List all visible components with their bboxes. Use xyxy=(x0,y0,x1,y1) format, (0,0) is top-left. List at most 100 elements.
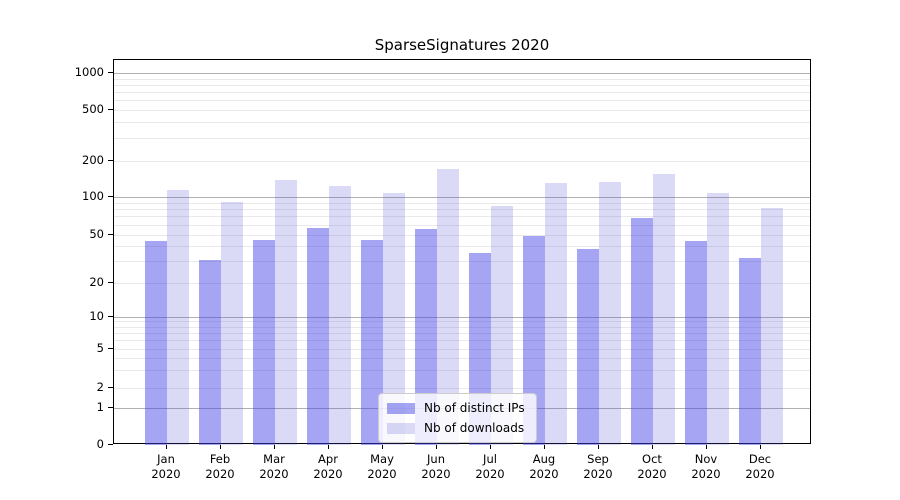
y-tick-mark xyxy=(108,109,113,110)
gridline-minor xyxy=(114,370,810,372)
x-axis-tick-label: Jan 2020 xyxy=(151,452,181,481)
gridline-minor xyxy=(114,326,810,328)
x-tick-mark xyxy=(652,445,653,449)
gridline-minor xyxy=(114,246,810,248)
y-axis-tick-label: 1000 xyxy=(74,65,104,79)
bar-downloads xyxy=(491,205,513,445)
gridline-minor xyxy=(114,387,810,389)
bar-distinct-ips xyxy=(253,240,275,445)
gridline-minor xyxy=(114,234,810,236)
y-axis-tick-label: 1 xyxy=(96,399,104,414)
x-axis-tick-label: Apr 2020 xyxy=(313,452,343,481)
y-tick-mark xyxy=(108,444,113,445)
gridline-minor xyxy=(114,209,810,211)
x-axis-tick-label: Nov 2020 xyxy=(691,452,721,481)
x-tick-mark xyxy=(166,445,167,449)
bar-distinct-ips xyxy=(577,248,599,445)
gridline-major xyxy=(114,73,810,74)
bar-distinct-ips xyxy=(145,241,167,445)
gridline-minor xyxy=(114,110,810,111)
bar-downloads xyxy=(545,183,567,445)
x-tick-mark xyxy=(760,445,761,449)
gridline-minor xyxy=(114,92,810,94)
legend-label-downloads: Nb of downloads xyxy=(424,421,525,435)
x-axis-tick-label: Sep 2020 xyxy=(583,452,613,481)
bar-downloads xyxy=(275,179,297,445)
bar-distinct-ips xyxy=(307,228,329,445)
bar-distinct-ips xyxy=(361,240,383,445)
y-tick-mark xyxy=(108,347,113,349)
gridline-minor xyxy=(114,216,810,218)
gridline-minor xyxy=(114,84,810,86)
y-axis-tick-label: 2 xyxy=(96,379,104,394)
bar-downloads xyxy=(167,190,189,445)
y-axis-tick-label: 0 xyxy=(96,437,104,451)
gridline-major xyxy=(114,197,810,198)
x-tick-mark xyxy=(544,445,545,449)
y-tick-mark xyxy=(108,196,113,197)
gridline-minor xyxy=(114,340,810,342)
y-axis-tick-label: 5 xyxy=(96,340,104,355)
bar-distinct-ips xyxy=(631,217,653,445)
x-tick-mark xyxy=(598,445,599,449)
x-axis-tick-label: Aug 2020 xyxy=(529,452,559,481)
legend: Nb of distinct IPs Nb of downloads xyxy=(378,393,537,443)
gridline-minor xyxy=(114,78,810,80)
y-tick-mark xyxy=(108,406,113,408)
x-axis-tick-label: Oct 2020 xyxy=(637,452,667,481)
gridline-minor xyxy=(114,161,810,162)
x-axis-tick-label: Jul 2020 xyxy=(475,452,505,481)
gridline-minor xyxy=(114,122,810,124)
bar-downloads xyxy=(761,208,783,445)
y-axis-tick-label: 20 xyxy=(89,274,104,289)
bar-distinct-ips xyxy=(415,229,437,445)
bar-distinct-ips xyxy=(685,241,707,445)
gridline-minor xyxy=(114,100,810,102)
gridline-minor xyxy=(114,357,810,359)
chart-title: SparseSignatures 2020 xyxy=(374,36,550,54)
x-tick-mark xyxy=(436,445,437,449)
gridline-minor xyxy=(114,348,810,350)
y-axis-tick-label: 10 xyxy=(89,308,104,323)
x-tick-mark xyxy=(706,445,707,449)
bar-downloads xyxy=(707,193,729,445)
legend-item-downloads: Nb of downloads xyxy=(387,421,525,435)
bar-distinct-ips xyxy=(199,259,221,445)
x-axis-tick-label: May 2020 xyxy=(367,452,397,481)
x-axis-tick-label: Mar 2020 xyxy=(259,452,289,481)
bar-downloads xyxy=(437,168,459,445)
x-tick-mark xyxy=(382,445,383,449)
bar-distinct-ips xyxy=(739,257,761,445)
gridline-minor xyxy=(114,261,810,263)
x-tick-mark xyxy=(220,445,221,449)
legend-swatch-downloads xyxy=(387,422,415,434)
x-axis-tick-label: Jun 2020 xyxy=(421,452,451,481)
x-axis-tick-label: Feb 2020 xyxy=(205,452,235,481)
bar-downloads xyxy=(221,201,243,445)
gridline-minor xyxy=(114,138,810,140)
gridline-minor xyxy=(114,321,810,323)
bar-downloads xyxy=(653,174,675,445)
bar-downloads xyxy=(329,185,351,445)
y-tick-mark xyxy=(108,233,113,235)
gridline-minor xyxy=(114,282,810,284)
x-axis-tick-label: Dec 2020 xyxy=(745,452,775,481)
x-tick-mark xyxy=(490,445,491,449)
y-axis-tick-label: 200 xyxy=(82,153,104,167)
gridline-major xyxy=(114,316,810,318)
plot-area: Nb of distinct IPs Nb of downloads xyxy=(113,59,811,445)
y-tick-mark xyxy=(108,72,113,73)
y-tick-mark xyxy=(108,315,113,317)
x-tick-mark xyxy=(274,445,275,449)
gridline-minor xyxy=(114,224,810,226)
legend-label-distinct-ips: Nb of distinct IPs xyxy=(424,401,525,415)
y-axis-tick-label: 500 xyxy=(82,102,104,116)
legend-swatch-distinct-ips xyxy=(387,402,415,414)
y-tick-mark xyxy=(108,386,113,388)
bar-downloads xyxy=(599,181,621,445)
legend-item-distinct-ips: Nb of distinct IPs xyxy=(387,401,525,415)
bar-downloads xyxy=(383,193,405,445)
gridline-minor xyxy=(114,332,810,334)
bar-distinct-ips xyxy=(523,235,545,445)
